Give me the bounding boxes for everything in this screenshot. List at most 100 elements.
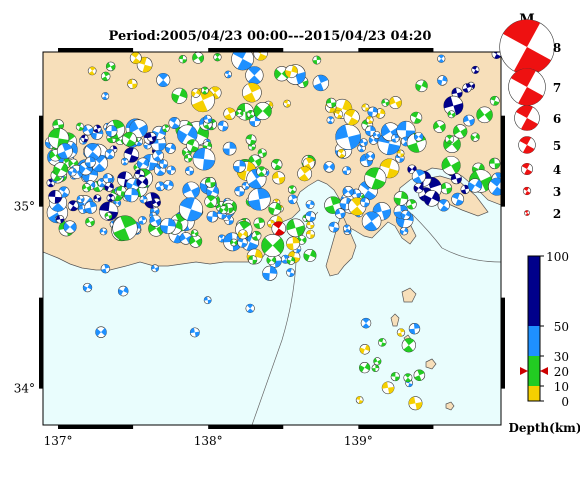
focal-mechanism	[219, 205, 229, 215]
focal-mechanism	[256, 166, 267, 177]
focal-mechanism	[361, 211, 382, 232]
focal-mechanism	[101, 92, 110, 100]
focal-mechanism	[93, 194, 102, 203]
earthquake-markers	[44, 52, 501, 411]
focal-mechanism	[441, 155, 461, 175]
sagami-trough	[411, 213, 501, 263]
focal-mechanism	[84, 156, 96, 168]
focal-mechanism	[433, 120, 446, 133]
focal-mechanism	[437, 75, 448, 86]
focal-mechanism	[76, 195, 85, 203]
focal-mechanism	[323, 161, 335, 173]
depth-band	[528, 256, 540, 326]
focal-mechanism	[223, 107, 236, 121]
focal-mechanism	[343, 224, 351, 233]
focal-mechanism	[343, 109, 360, 126]
focal-mechanism	[242, 82, 262, 103]
lon-tick-label: 139°	[344, 434, 373, 448]
focal-mechanism	[56, 143, 73, 160]
focal-mechanism	[262, 265, 278, 281]
focal-mechanism	[104, 212, 113, 220]
focal-mechanism	[305, 211, 316, 222]
focal-mechanism	[312, 74, 329, 92]
focal-mechanism	[63, 220, 77, 234]
focal-mechanism	[261, 234, 285, 258]
focal-mechanism	[410, 111, 423, 124]
focal-mechanism	[359, 197, 370, 208]
focal-mechanism	[99, 227, 108, 236]
focal-mechanism	[120, 157, 129, 166]
focal-mechanism	[87, 66, 97, 76]
focal-mechanism	[149, 214, 162, 227]
focal-mechanism	[191, 88, 201, 98]
focal-mechanism	[106, 193, 115, 203]
focal-mechanism	[245, 303, 255, 313]
focal-mechanism	[158, 159, 169, 169]
focal-mechanism	[286, 218, 305, 238]
focal-mechanism	[127, 78, 138, 90]
focal-mechanism	[151, 197, 161, 208]
magnitude-legend-ball	[514, 105, 540, 131]
focal-mechanism	[146, 132, 157, 142]
focal-mechanism	[124, 187, 139, 203]
focal-mechanism	[460, 184, 470, 195]
focal-mechanism	[52, 119, 65, 131]
focal-mechanism	[415, 79, 428, 93]
focal-mechanism	[116, 185, 127, 197]
focal-mechanism	[139, 195, 148, 204]
focal-mechanism	[217, 120, 229, 132]
focal-mechanism	[287, 194, 298, 205]
focal-mechanism	[82, 183, 92, 193]
focal-mechanism	[122, 131, 137, 147]
focal-mechanism	[230, 238, 238, 247]
focal-mechanism	[283, 99, 291, 108]
focal-mechanism	[342, 186, 354, 198]
focal-mechanism	[408, 323, 421, 335]
focal-mechanism	[248, 255, 258, 265]
focal-mechanism	[251, 230, 262, 241]
focal-mechanism	[171, 87, 188, 104]
focal-mechanism	[372, 131, 381, 139]
focal-mechanism	[334, 208, 346, 219]
focal-mechanism	[381, 98, 390, 107]
focal-mechanism	[192, 52, 205, 64]
focal-mechanism	[178, 54, 188, 64]
focal-mechanism	[104, 182, 114, 192]
focal-mechanism	[413, 131, 424, 142]
magnitude-legend-label: 8	[553, 41, 561, 55]
focal-mechanism	[391, 134, 400, 143]
magnitude-legend-ball	[508, 68, 546, 106]
focal-mechanism	[312, 55, 322, 65]
focal-mechanism	[237, 237, 248, 248]
focal-mechanism	[233, 159, 246, 173]
focal-mechanism	[152, 150, 164, 162]
focal-mechanism	[413, 182, 424, 194]
focal-mechanism	[105, 125, 118, 137]
focal-mechanism	[257, 148, 267, 158]
focal-mechanism	[80, 134, 89, 143]
focal-mechanism	[245, 134, 257, 146]
focal-mechanism	[138, 216, 147, 225]
focal-mechanism	[470, 132, 480, 142]
focal-mechanism	[189, 234, 203, 248]
depth-band	[528, 386, 540, 401]
depth-scale-label: 30	[554, 350, 569, 364]
focal-mechanism	[408, 396, 423, 411]
focal-mechanism	[99, 201, 119, 221]
focal-mechanism	[359, 138, 368, 147]
focal-mechanism	[377, 338, 387, 347]
focal-mechanism	[204, 195, 218, 209]
focal-mechanism	[359, 362, 371, 374]
focal-mechanism	[161, 124, 170, 133]
focal-mechanism	[450, 173, 462, 185]
focal-mechanism	[365, 116, 374, 124]
focal-mechanism	[489, 95, 500, 106]
magnitude-legend-ball	[518, 136, 536, 154]
miyake-island	[425, 358, 437, 370]
focal-mechanism	[82, 282, 93, 293]
focal-mechanism	[411, 169, 426, 184]
focal-mechanism	[206, 210, 219, 223]
focal-mechanism	[205, 176, 216, 188]
